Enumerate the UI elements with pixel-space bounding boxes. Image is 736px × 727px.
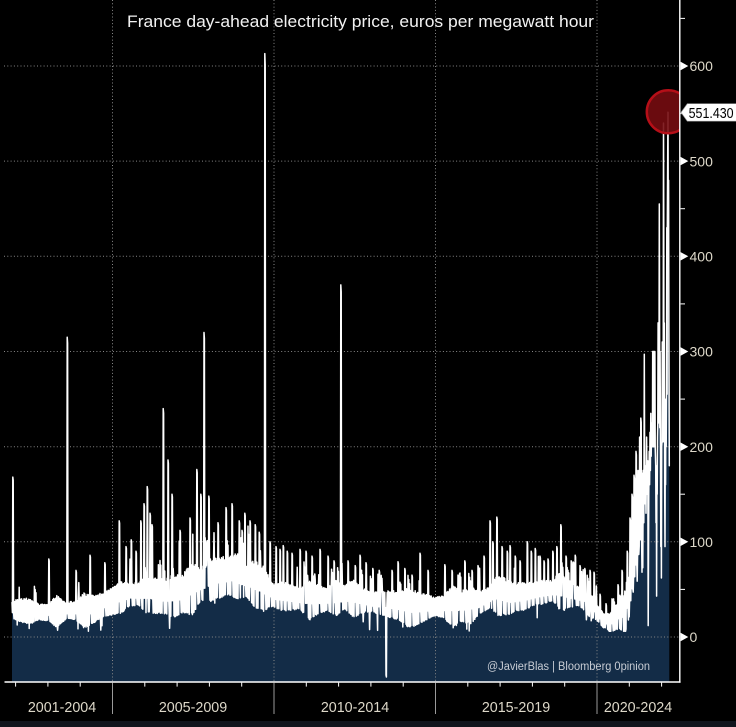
svg-text:2001-2004: 2001-2004 <box>28 700 96 716</box>
svg-text:0: 0 <box>690 629 698 645</box>
svg-text:100: 100 <box>690 534 714 550</box>
svg-text:2015-2019: 2015-2019 <box>482 700 550 716</box>
svg-text:200: 200 <box>690 439 714 455</box>
svg-text:500: 500 <box>690 153 714 169</box>
svg-text:2010-2014: 2010-2014 <box>321 700 389 716</box>
svg-text:551.430: 551.430 <box>689 106 734 122</box>
svg-text:300: 300 <box>690 344 714 360</box>
svg-text:France day-ahead electricity p: France day-ahead electricity price, euro… <box>127 13 595 31</box>
svg-text:600: 600 <box>690 58 714 74</box>
svg-text:400: 400 <box>690 249 714 265</box>
svg-text:2005-2009: 2005-2009 <box>159 700 227 716</box>
svg-text:@JavierBlas | Bloomberg 0pinio: @JavierBlas | Bloomberg 0pinion <box>487 661 650 673</box>
svg-text:2020-2024: 2020-2024 <box>604 700 672 716</box>
